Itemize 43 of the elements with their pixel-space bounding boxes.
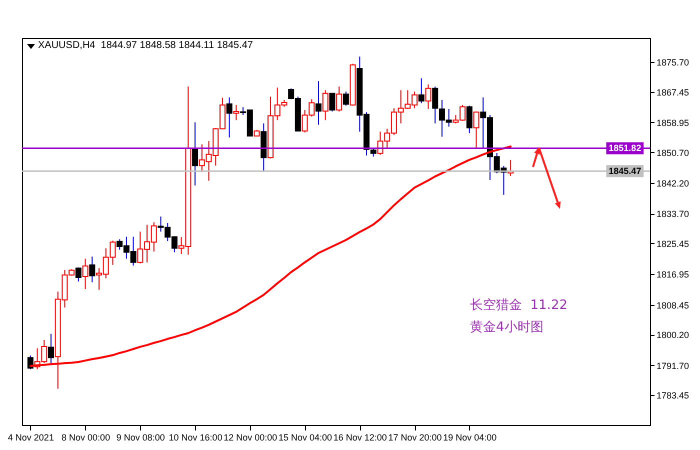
candlestick xyxy=(89,256,96,283)
y-tick-label: 1783.45 xyxy=(656,390,690,401)
y-tick-label: 1816.95 xyxy=(656,270,690,280)
y-tick-label: 1875.70 xyxy=(656,58,690,68)
candlestick xyxy=(192,122,198,186)
x-tick-label: 17 Nov 20:00 xyxy=(388,432,442,442)
ref-line-label: 1851.82 xyxy=(608,143,642,154)
candlestick xyxy=(233,104,240,121)
candlestick xyxy=(418,78,424,104)
y-tick-label: 1867.45 xyxy=(656,87,690,98)
y-tick-label: 1850.70 xyxy=(656,148,690,158)
x-tick-label: 16 Nov 12:00 xyxy=(333,432,387,442)
x-tick-label: 9 Nov 08:00 xyxy=(116,432,165,442)
candlestick xyxy=(425,84,432,110)
y-tick-label: 1825.45 xyxy=(656,238,690,249)
candlestick xyxy=(322,90,328,121)
x-tick-label: 19 Nov 04:00 xyxy=(443,432,497,442)
candlestick xyxy=(473,110,480,149)
candlestick xyxy=(466,105,472,134)
annotation: 黄金4小时图 xyxy=(470,319,544,336)
candlestick xyxy=(75,266,82,282)
y-tick-label: 1808.45 xyxy=(656,300,690,310)
x-tick-label: 12 Nov 00:00 xyxy=(224,432,278,442)
candlestick xyxy=(48,333,54,366)
candlestick xyxy=(226,96,232,138)
x-tick-label: 15 Nov 04:00 xyxy=(278,432,332,442)
y-tick-label: 1833.70 xyxy=(656,209,690,220)
candlestick xyxy=(432,86,438,124)
candlestick xyxy=(342,91,349,106)
candlestick xyxy=(336,86,342,112)
annotation: 长空猎金 11.22 xyxy=(470,297,568,314)
chart-title: XAUUSD,H4 1844.97 1848.58 1844.11 1845.47 xyxy=(38,40,253,51)
candlestick xyxy=(316,80,322,126)
candlestick xyxy=(329,92,336,112)
y-tick-label: 1858.95 xyxy=(656,118,690,128)
y-tick-label: 1791.70 xyxy=(656,360,690,371)
y-tick-label: 1842.20 xyxy=(656,178,690,188)
x-tick-label: 4 Nov 2021 xyxy=(8,432,54,442)
y-tick-label: 1800.20 xyxy=(656,330,690,340)
x-tick-label: 8 Nov 00:00 xyxy=(62,432,110,442)
candlestick xyxy=(82,258,88,290)
x-tick-label: 10 Nov 16:00 xyxy=(168,432,222,442)
ref-line-label: 1845.47 xyxy=(608,166,642,176)
